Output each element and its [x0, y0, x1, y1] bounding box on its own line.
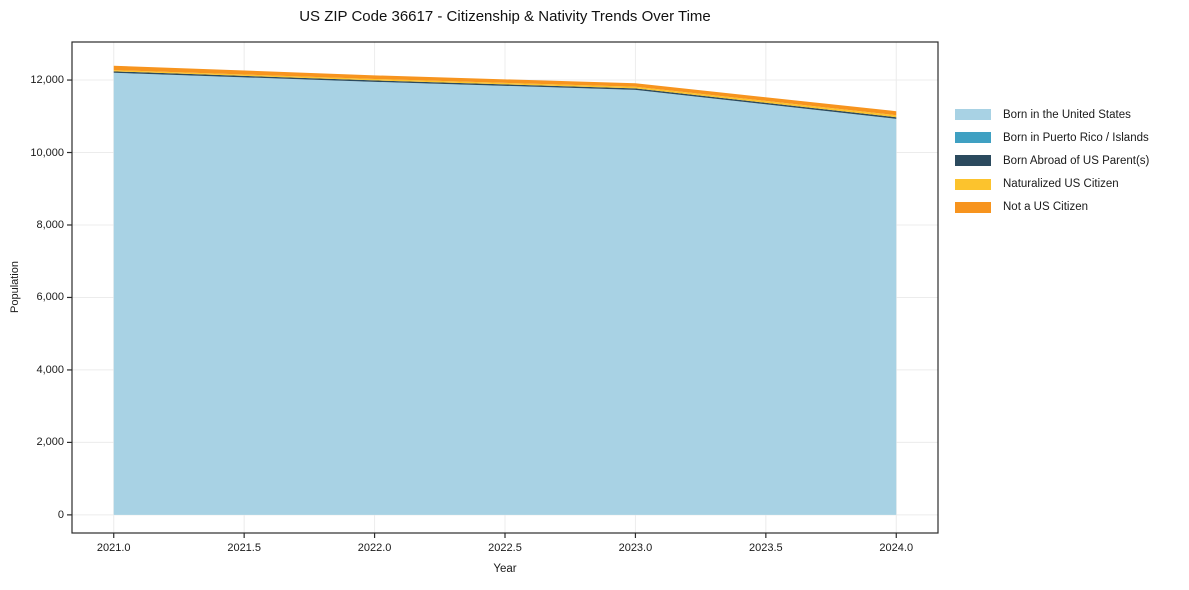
x-tick-label: 2021.0 — [96, 542, 131, 554]
x-tick-label: 2022.5 — [488, 542, 522, 554]
legend-label: Born Abroad of US Parent(s) — [1003, 154, 1150, 167]
legend: Born in the United States Born in Puerto … — [955, 103, 1149, 219]
area-not-a-us-citizen — [113, 65, 897, 116]
x-tick-label: 2021.5 — [227, 542, 261, 554]
x-axis-label: Year — [493, 563, 517, 575]
legend-item-born-in-puerto-rico-islands: Born in Puerto Rico / Islands — [955, 126, 1149, 149]
legend-swatch — [955, 132, 991, 144]
legend-item-naturalized-us-citizen: Naturalized US Citizen — [955, 173, 1149, 196]
y-tick-label: 2,000 — [36, 436, 64, 449]
legend-label: Naturalized US Citizen — [1003, 178, 1119, 191]
x-tick-label: 2023.5 — [749, 542, 783, 554]
y-tick-label: 0 — [57, 508, 64, 521]
legend-label: Born in Puerto Rico / Islands — [1003, 131, 1149, 144]
legend-label: Not a US Citizen — [1003, 201, 1089, 214]
legend-swatch — [955, 109, 991, 121]
x-tick-label: 2022.0 — [357, 542, 392, 554]
area-born-in-the-united-states — [113, 72, 897, 515]
y-tick-label: 8,000 — [36, 218, 64, 231]
y-tick-label: 6,000 — [36, 291, 64, 304]
x-tick-label: 2023.0 — [618, 542, 653, 554]
x-tick-label: 2024.0 — [879, 542, 914, 554]
legend-swatch — [955, 155, 991, 167]
chart-title: US ZIP Code 36617 - Citizenship & Nativi… — [299, 8, 711, 25]
legend-swatch — [955, 201, 991, 213]
y-tick-label: 10,000 — [30, 146, 64, 159]
legend-swatch — [955, 178, 991, 190]
legend-item-born-abroad-of-us-parent-s: Born Abroad of US Parent(s) — [955, 149, 1149, 172]
legend-item-not-a-us-citizen: Not a US Citizen — [955, 196, 1149, 219]
y-tick-label: 4,000 — [36, 363, 64, 376]
y-tick-label: 12,000 — [30, 74, 64, 87]
legend-item-born-in-the-united-states: Born in the United States — [955, 103, 1149, 126]
y-axis-label: Population — [9, 261, 21, 313]
legend-label: Born in the United States — [1003, 108, 1131, 121]
